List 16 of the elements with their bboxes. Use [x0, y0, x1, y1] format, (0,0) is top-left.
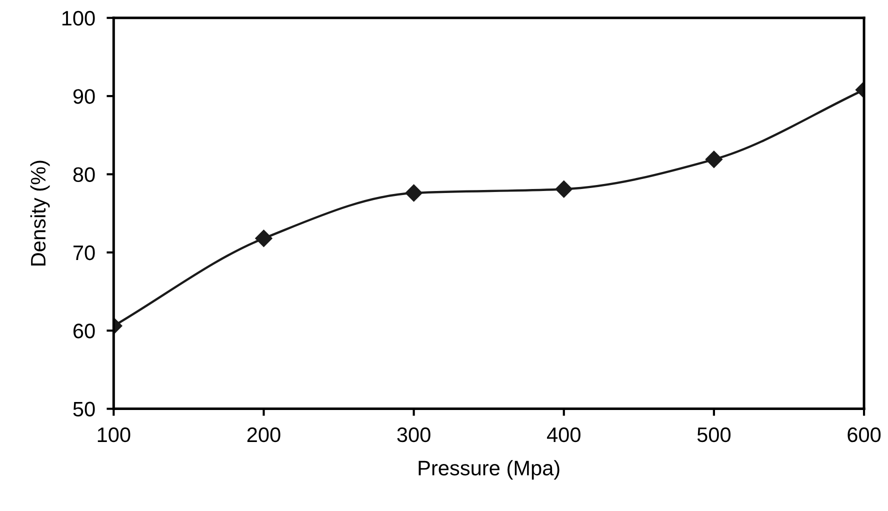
x-tick-label: 100 — [98, 427, 130, 442]
y-tick-label: 50 — [73, 402, 95, 417]
point — [555, 180, 572, 198]
point — [405, 184, 422, 202]
y-tick-label: 60 — [73, 324, 95, 338]
y-tick-label: 80 — [73, 167, 95, 182]
y-tick-label: 70 — [74, 245, 95, 260]
x-tick-label: 600 — [848, 427, 881, 442]
x-tick-label: 400 — [546, 427, 580, 442]
x-tick-label: 500 — [697, 427, 731, 442]
y-tick-label: 100 — [62, 10, 95, 26]
x-tick-label: 300 — [397, 427, 430, 442]
y-tick-label: 90 — [73, 89, 95, 104]
y-axis-title: Density (%) — [30, 160, 50, 266]
x-tick-label: 200 — [247, 427, 280, 442]
x-axis-title: Pressure (Mpa) — [418, 460, 560, 480]
